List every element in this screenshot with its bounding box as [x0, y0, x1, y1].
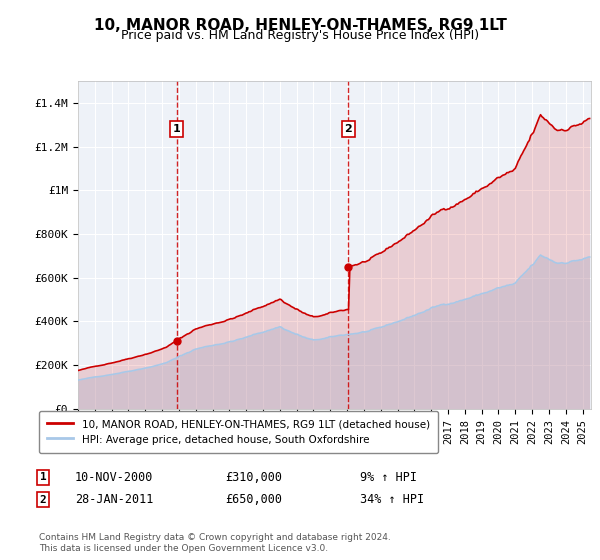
Text: 9% ↑ HPI: 9% ↑ HPI: [360, 470, 417, 484]
Text: Contains HM Land Registry data © Crown copyright and database right 2024.
This d: Contains HM Land Registry data © Crown c…: [39, 533, 391, 553]
Point: [344, 262, 353, 271]
Text: £650,000: £650,000: [225, 493, 282, 506]
Text: 2: 2: [40, 494, 47, 505]
Text: 1: 1: [40, 472, 47, 482]
Text: 10, MANOR ROAD, HENLEY-ON-THAMES, RG9 1LT: 10, MANOR ROAD, HENLEY-ON-THAMES, RG9 1L…: [94, 18, 506, 33]
Text: 28-JAN-2011: 28-JAN-2011: [75, 493, 154, 506]
Text: Price paid vs. HM Land Registry's House Price Index (HPI): Price paid vs. HM Land Registry's House …: [121, 29, 479, 42]
Text: 2: 2: [344, 124, 352, 134]
Text: 1: 1: [173, 124, 181, 134]
Point: [172, 337, 182, 346]
Text: £310,000: £310,000: [225, 470, 282, 484]
Text: 34% ↑ HPI: 34% ↑ HPI: [360, 493, 424, 506]
Legend: 10, MANOR ROAD, HENLEY-ON-THAMES, RG9 1LT (detached house), HPI: Average price, : 10, MANOR ROAD, HENLEY-ON-THAMES, RG9 1L…: [39, 410, 438, 453]
Text: 10-NOV-2000: 10-NOV-2000: [75, 470, 154, 484]
